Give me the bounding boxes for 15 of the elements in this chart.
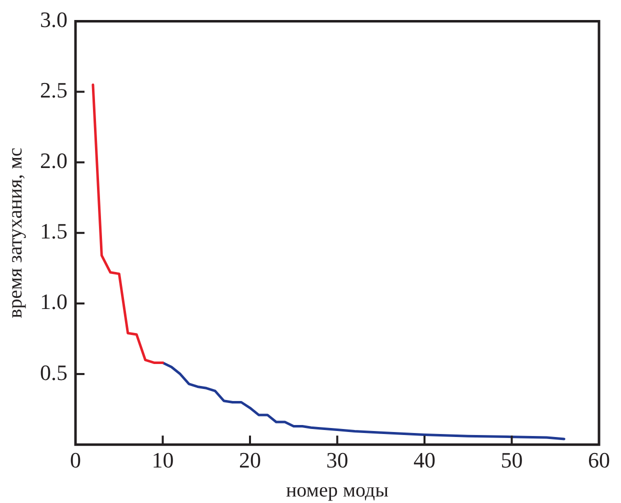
x-axis-title: номер моды <box>286 479 389 502</box>
y-tick-label: 1.5 <box>40 218 68 244</box>
x-tick-label: 10 <box>152 448 174 473</box>
x-tick-label: 50 <box>500 448 523 473</box>
x-tick-label: 30 <box>326 448 348 473</box>
y-tick-label: 0.5 <box>40 360 68 385</box>
x-tick-label: 60 <box>588 448 610 473</box>
x-tick-label: 0 <box>70 448 81 473</box>
y-axis-title: время затухания, мс <box>4 147 26 318</box>
y-tick-label: 1.0 <box>40 289 68 314</box>
x-tick-label: 20 <box>239 448 261 473</box>
y-tick-label: 2.5 <box>40 78 68 103</box>
x-tick-label: 40 <box>414 448 436 473</box>
y-tick-label: 2.0 <box>40 148 68 174</box>
y-tick-label: 3.0 <box>40 6 68 32</box>
